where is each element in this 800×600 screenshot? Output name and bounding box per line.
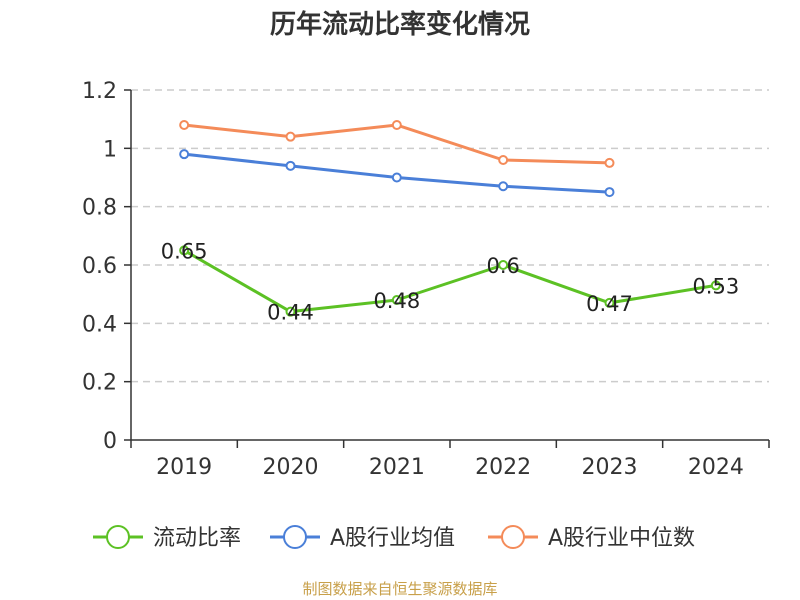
y-tick-label: 0.8	[82, 196, 117, 221]
data-point	[391, 295, 402, 305]
y-tick-label: 1	[103, 137, 117, 162]
series-group	[179, 120, 721, 317]
data-point	[498, 155, 509, 165]
data-label: 0.47	[586, 292, 633, 316]
y-tick-label: 0	[103, 429, 117, 454]
data-labels: 0.65 0.44 0.48 0.6 0.47 0.53	[161, 239, 739, 324]
legend-label: A股行业均值	[330, 526, 455, 551]
legend: 流动比率 A股行业均值 A股行业中位数	[93, 525, 695, 551]
data-label: 0.53	[692, 274, 739, 298]
series-2	[179, 120, 615, 168]
legend-label: 流动比率	[153, 526, 241, 551]
y-tick-label: 0.4	[82, 312, 117, 337]
x-tick-label: 2024	[688, 455, 744, 480]
grid-lines	[131, 89, 769, 383]
data-point	[179, 120, 190, 130]
legend-label: A股行业中位数	[548, 526, 695, 551]
x-tick-label: 2021	[369, 455, 425, 480]
axes	[124, 89, 770, 448]
data-point	[391, 172, 402, 183]
data-point	[710, 280, 721, 291]
data-point	[285, 160, 296, 171]
series-1	[179, 149, 615, 198]
data-label: 0.65	[161, 239, 208, 263]
legend-item-2[interactable]: A股行业中位数	[488, 525, 695, 551]
data-point	[604, 157, 615, 168]
data-point	[391, 120, 402, 130]
legend-marker	[501, 525, 525, 549]
data-point	[179, 149, 190, 160]
data-point	[604, 187, 615, 198]
chart-title: 历年流动比率变化情况	[270, 9, 530, 40]
legend-item-0[interactable]: 流动比率	[93, 525, 241, 551]
data-point	[285, 131, 296, 142]
data-point	[498, 260, 509, 270]
data-label: 0.6	[486, 254, 519, 278]
x-tick-label: 2020	[263, 455, 319, 480]
legend-item-1[interactable]: A股行业均值	[270, 525, 455, 551]
data-label: 0.48	[373, 289, 420, 313]
x-tick-label: 2023	[582, 455, 638, 480]
y-tick-label: 1.2	[82, 79, 117, 104]
data-point	[285, 306, 296, 317]
x-tick-label: 2019	[156, 455, 212, 480]
source-note: 制图数据来自恒生聚源数据库	[302, 580, 497, 598]
y-tick-label: 0.2	[82, 371, 117, 396]
y-tick-labels: 0 0.2 0.4 0.6 0.8 1 1.2	[82, 79, 117, 454]
data-point	[498, 181, 509, 192]
x-tick-labels: 2019 2020 2021 2022 2023 2024	[156, 455, 744, 480]
data-label: 0.44	[267, 301, 314, 325]
data-point	[604, 297, 615, 308]
legend-marker	[283, 525, 307, 549]
legend-marker	[106, 525, 130, 549]
series-line	[182, 123, 611, 165]
y-tick-label: 0.6	[82, 254, 117, 279]
data-point	[179, 245, 190, 256]
series-line	[182, 248, 718, 314]
series-0	[179, 245, 721, 317]
x-tick-label: 2022	[475, 455, 531, 480]
